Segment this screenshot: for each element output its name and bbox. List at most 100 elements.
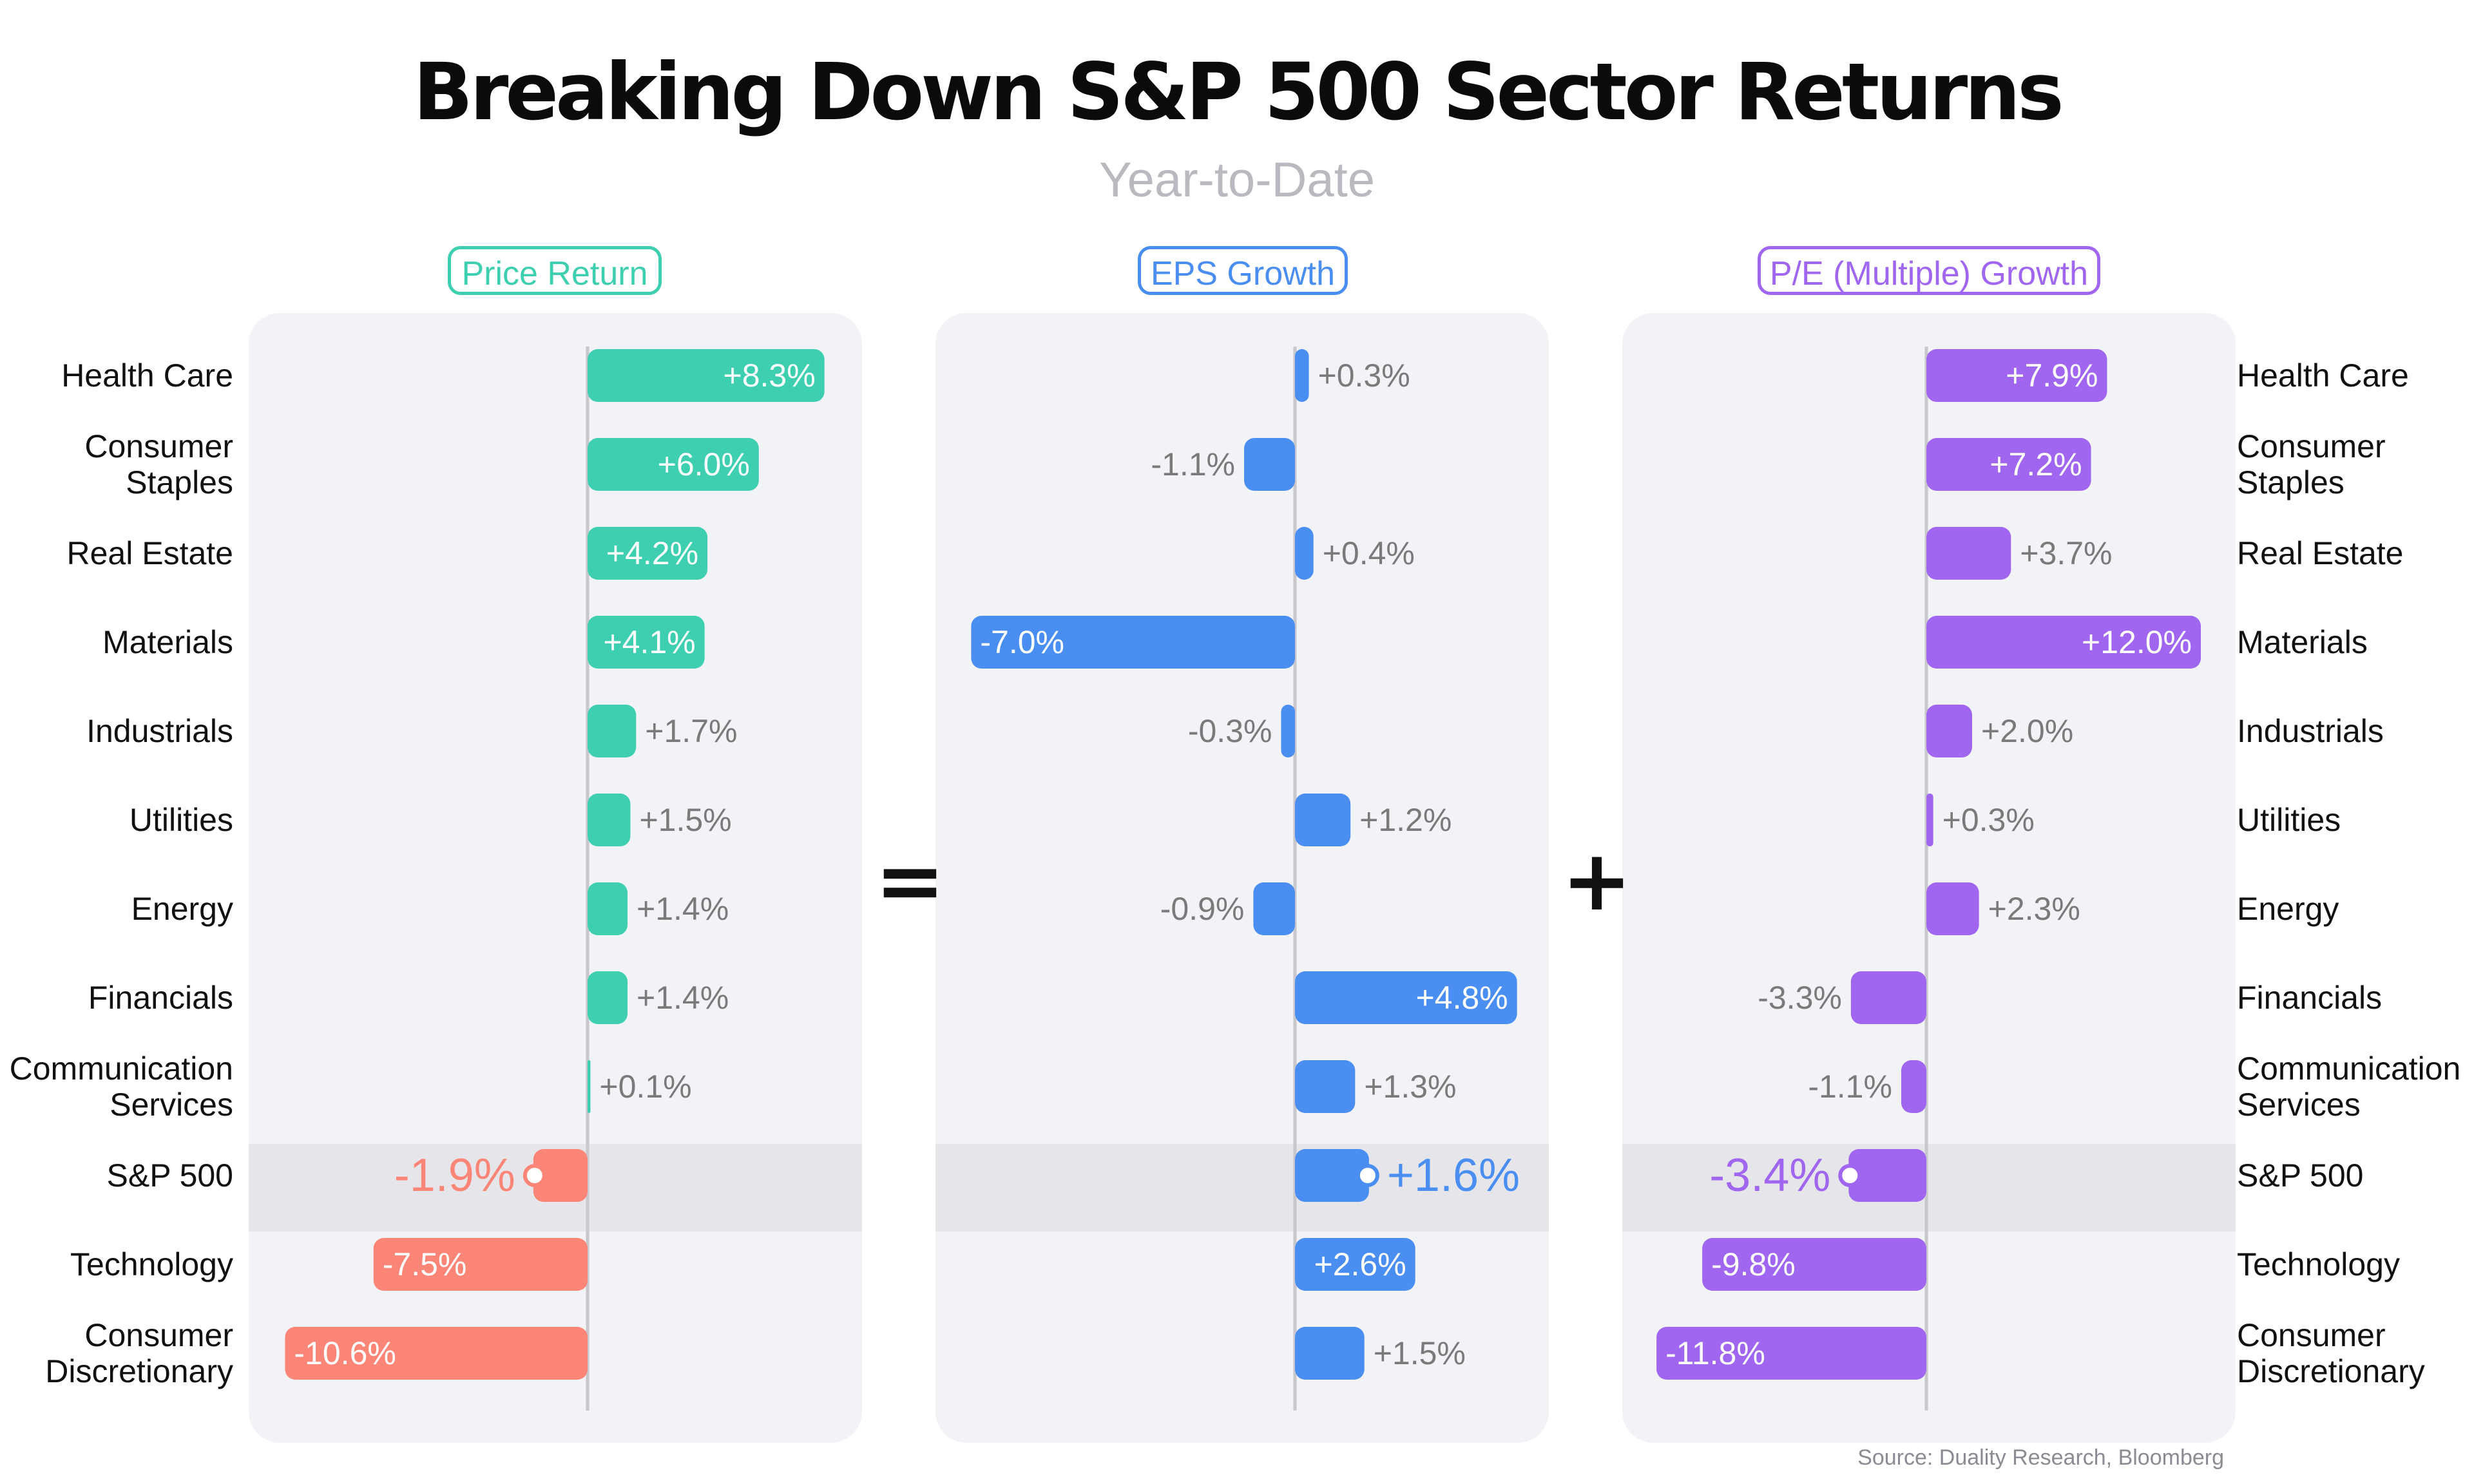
data-label: +2.3% bbox=[1988, 891, 2080, 927]
sp500-highlight-band bbox=[1622, 1144, 2236, 1232]
data-label: +0.3% bbox=[1942, 802, 2035, 838]
data-label: -1.1% bbox=[1151, 446, 1235, 482]
data-label: -9.8% bbox=[1711, 1246, 1796, 1282]
sector-label-line: Consumer bbox=[84, 428, 233, 464]
source-note: Source: Duality Research, Bloomberg bbox=[1857, 1445, 2224, 1470]
data-label: -7.5% bbox=[383, 1246, 467, 1282]
plus-operator: + bbox=[1562, 832, 1632, 929]
bar bbox=[588, 349, 825, 402]
bar bbox=[1848, 1149, 1926, 1202]
sector-label: Utilities bbox=[2237, 802, 2474, 838]
sector-label: Consumer Discretionary bbox=[2237, 1317, 2474, 1389]
data-label: +7.9% bbox=[2006, 357, 2098, 394]
data-label: -1.1% bbox=[1808, 1069, 1892, 1105]
bar bbox=[1295, 349, 1309, 402]
sector-label: Real Estate bbox=[0, 535, 233, 571]
sector-label-line: Consumer bbox=[2237, 428, 2386, 464]
data-label: -0.9% bbox=[1160, 891, 1245, 927]
sector-label-line: Discretionary bbox=[45, 1353, 233, 1389]
sector-label-line: Communication bbox=[9, 1051, 233, 1087]
bar bbox=[588, 438, 759, 491]
bar bbox=[1926, 705, 1972, 757]
highlight-marker bbox=[1838, 1164, 1862, 1187]
sector-label-line: Discretionary bbox=[2237, 1353, 2425, 1389]
sector-label: Consumer Staples bbox=[0, 428, 233, 500]
sector-label: Financials bbox=[0, 980, 233, 1016]
sector-label-line: Utilities bbox=[2237, 802, 2341, 838]
data-label: -3.4% bbox=[1709, 1150, 1830, 1201]
sector-label: Industrials bbox=[2237, 713, 2474, 749]
sector-label-line: Real Estate bbox=[66, 535, 233, 571]
data-label: +7.2% bbox=[1990, 446, 2082, 482]
data-label: +12.0% bbox=[2082, 624, 2192, 660]
data-label: -3.3% bbox=[1758, 980, 1842, 1016]
sector-label-line: Industrials bbox=[86, 713, 233, 749]
data-label: +4.1% bbox=[603, 624, 695, 660]
sp500-highlight-band bbox=[935, 1144, 1549, 1232]
sector-label: Materials bbox=[2237, 624, 2474, 660]
bar bbox=[1295, 527, 1314, 580]
bar bbox=[285, 1327, 588, 1380]
bar bbox=[1926, 616, 2201, 669]
data-label: +4.2% bbox=[606, 535, 698, 571]
sector-label-line: S&P 500 bbox=[2237, 1157, 2364, 1194]
sector-label-line: Technology bbox=[2237, 1246, 2400, 1282]
data-label: +1.5% bbox=[639, 802, 731, 838]
data-label: +6.0% bbox=[658, 446, 750, 482]
sector-label-line: Industrials bbox=[2237, 713, 2384, 749]
bar bbox=[1656, 1327, 1926, 1380]
data-label: -10.6% bbox=[294, 1335, 396, 1371]
bar bbox=[1901, 1060, 1926, 1113]
data-label: +1.5% bbox=[1374, 1335, 1466, 1371]
bar bbox=[588, 616, 705, 669]
sector-label-line: Materials bbox=[102, 624, 233, 660]
sector-label-line: Health Care bbox=[61, 357, 233, 394]
sector-label: Real Estate bbox=[2237, 535, 2474, 571]
sector-label: Health Care bbox=[0, 357, 233, 394]
sector-label-line: Staples bbox=[2237, 464, 2345, 500]
data-label: +0.1% bbox=[599, 1069, 691, 1105]
data-label: -1.9% bbox=[394, 1150, 515, 1201]
chart-title: Breaking Down S&P 500 Sector Returns bbox=[413, 46, 2064, 138]
sector-label-line: Energy bbox=[131, 891, 233, 927]
bar bbox=[1295, 1238, 1415, 1291]
sector-label: Materials bbox=[0, 624, 233, 660]
sector-label: Communication Services bbox=[2237, 1051, 2474, 1123]
bar bbox=[1926, 794, 1933, 846]
bar bbox=[1244, 438, 1295, 491]
data-label: -11.8% bbox=[1665, 1335, 1765, 1371]
bar bbox=[1926, 882, 1979, 935]
data-label: +0.4% bbox=[1323, 535, 1415, 571]
sector-label: Technology bbox=[0, 1246, 233, 1282]
bar bbox=[1295, 1327, 1365, 1380]
bar bbox=[588, 882, 628, 935]
bar bbox=[533, 1149, 588, 1202]
highlight-marker bbox=[523, 1164, 546, 1187]
sector-label-line: Consumer bbox=[2237, 1317, 2386, 1353]
bar bbox=[588, 705, 637, 757]
sector-label: Technology bbox=[2237, 1246, 2474, 1282]
bar bbox=[1253, 882, 1295, 935]
sector-label-line: Materials bbox=[2237, 624, 2368, 660]
sector-label-line: Communication bbox=[2237, 1051, 2461, 1087]
bar bbox=[1702, 1238, 1926, 1291]
sector-label: Energy bbox=[2237, 891, 2474, 927]
data-label: +1.2% bbox=[1359, 802, 1452, 838]
data-label: +8.3% bbox=[724, 357, 816, 394]
bar bbox=[1295, 1149, 1369, 1202]
equals-operator: = bbox=[875, 832, 945, 929]
bar bbox=[1850, 971, 1926, 1024]
bar bbox=[588, 794, 631, 846]
data-label: +1.4% bbox=[637, 891, 729, 927]
data-label: +4.8% bbox=[1415, 980, 1508, 1016]
sector-label-line: Financials bbox=[2237, 980, 2383, 1016]
data-label: +1.3% bbox=[1364, 1069, 1456, 1105]
sector-label-line: Staples bbox=[126, 464, 233, 500]
data-label: -7.0% bbox=[980, 624, 1064, 660]
sector-label: S&P 500 bbox=[0, 1157, 233, 1194]
bar bbox=[373, 1238, 588, 1291]
sector-label-line: Services bbox=[2237, 1087, 2361, 1123]
data-label: +1.7% bbox=[645, 713, 737, 749]
data-label: +1.4% bbox=[637, 980, 729, 1016]
